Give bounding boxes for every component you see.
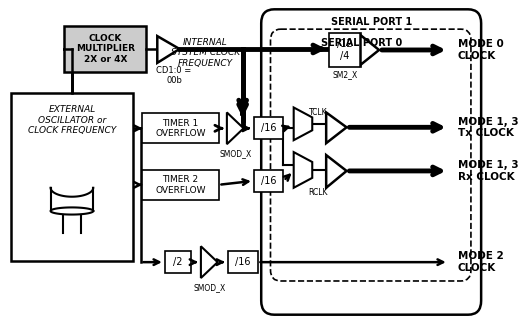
Text: SM2_X: SM2_X xyxy=(332,70,358,79)
Text: MODE 1, 3
Tx CLOCK: MODE 1, 3 Tx CLOCK xyxy=(458,116,519,138)
Text: MODE 1, 3
Rx CLOCK: MODE 1, 3 Rx CLOCK xyxy=(458,160,519,182)
Text: TCLK: TCLK xyxy=(309,108,327,117)
Text: MODE 2
CLOCK: MODE 2 CLOCK xyxy=(458,251,503,273)
Text: /16: /16 xyxy=(261,176,276,186)
FancyBboxPatch shape xyxy=(270,29,471,281)
Text: TIMER 2
OVERFLOW: TIMER 2 OVERFLOW xyxy=(155,175,206,195)
Bar xyxy=(10,93,133,261)
Text: SMOD_X: SMOD_X xyxy=(193,283,225,292)
Polygon shape xyxy=(293,152,312,188)
Text: INTERNAL
SYSTEM CLOCK
FREQUENCY: INTERNAL SYSTEM CLOCK FREQUENCY xyxy=(171,38,240,68)
Bar xyxy=(228,251,257,273)
Text: TIMER 1
OVERFLOW: TIMER 1 OVERFLOW xyxy=(155,119,206,138)
Text: SERIAL PORT 1: SERIAL PORT 1 xyxy=(331,17,412,27)
Text: /16: /16 xyxy=(261,123,276,133)
Text: CD1:0 =
00b: CD1:0 = 00b xyxy=(156,66,192,85)
Polygon shape xyxy=(293,108,312,140)
Text: /2: /2 xyxy=(173,257,183,267)
Text: /16: /16 xyxy=(235,257,250,267)
Text: /12
/4: /12 /4 xyxy=(337,39,353,61)
Polygon shape xyxy=(326,112,346,143)
Bar xyxy=(142,170,218,200)
Polygon shape xyxy=(158,36,180,63)
FancyBboxPatch shape xyxy=(261,9,481,315)
Polygon shape xyxy=(201,246,217,278)
Text: EXTERNAL
OSCILLATOR or
CLOCK FREQUENCY: EXTERNAL OSCILLATOR or CLOCK FREQUENCY xyxy=(28,106,116,135)
Text: MODE 0
CLOCK: MODE 0 CLOCK xyxy=(458,39,503,61)
Polygon shape xyxy=(361,35,379,65)
Bar xyxy=(329,33,361,67)
Polygon shape xyxy=(326,155,346,188)
Bar xyxy=(254,117,284,139)
Text: SMOD_X: SMOD_X xyxy=(219,150,251,158)
Text: RCLK: RCLK xyxy=(308,188,328,197)
Text: CLOCK
MULTIPLIER
2X or 4X: CLOCK MULTIPLIER 2X or 4X xyxy=(76,34,135,64)
Text: SERIAL PORT 0: SERIAL PORT 0 xyxy=(321,38,402,48)
Polygon shape xyxy=(227,112,244,144)
Bar xyxy=(254,170,284,192)
Bar xyxy=(142,113,218,143)
Bar xyxy=(165,251,191,273)
Bar xyxy=(65,26,146,72)
